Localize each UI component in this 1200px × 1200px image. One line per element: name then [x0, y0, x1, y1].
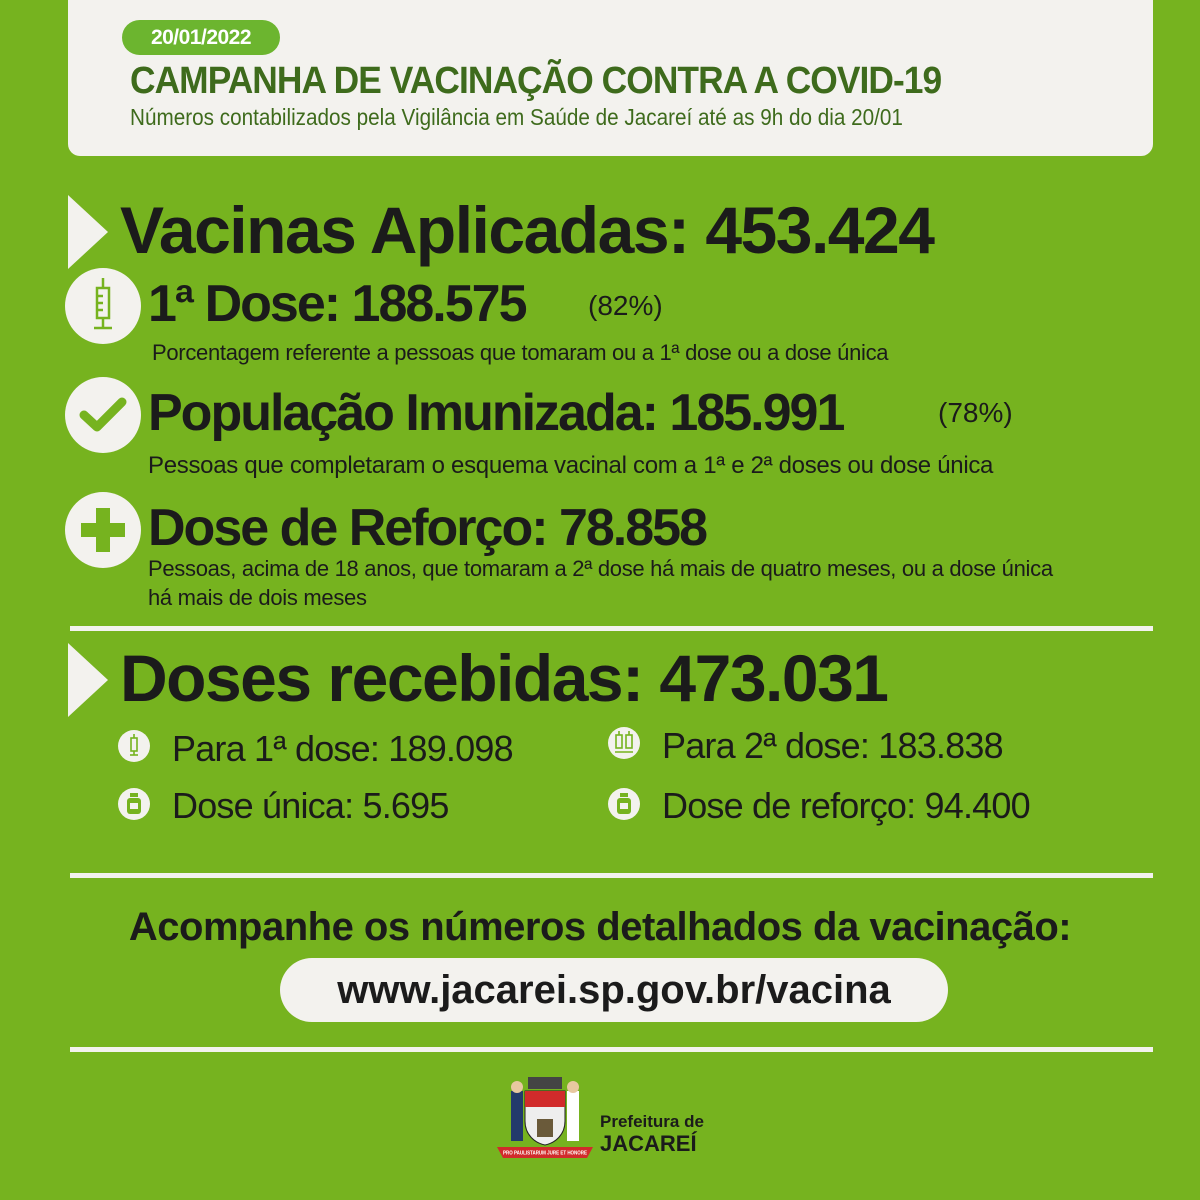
logo-line1: Prefeitura de [600, 1112, 704, 1131]
syringe-icon [118, 730, 150, 762]
page-subtitle: Números contabilizados pela Vigilância e… [130, 104, 903, 130]
logo-text: Prefeitura de JACAREÍ [600, 1112, 704, 1156]
city-crest-logo: PRO PAULISTARUM JURE ET HONORE [495, 1075, 595, 1165]
page-title: CAMPANHA DE VACINAÇÃO CONTRA A COVID-19 [130, 60, 942, 102]
vial-icon [118, 788, 150, 820]
cta-text: Acompanhe os números detalhados da vacin… [128, 905, 1072, 949]
vial-icon [608, 788, 640, 820]
first-dose-percent: (82%) [588, 290, 663, 321]
divider [70, 873, 1153, 878]
received-total: Doses recebidas: 473.031 [120, 641, 889, 715]
first-dose-note: Porcentagem referente a pessoas que toma… [152, 340, 889, 365]
two-syringes-icon [608, 727, 640, 759]
divider [70, 626, 1153, 631]
first-dose-total: 1ª Dose: 188.575 [148, 275, 527, 333]
arrow-right-icon [68, 643, 108, 717]
date-badge: 20/01/2022 [122, 20, 280, 55]
divider [70, 1047, 1153, 1052]
received-second-dose: Para 2ª dose: 183.838 [662, 725, 1004, 766]
applied-total: Vacinas Aplicadas: 453.424 [120, 193, 935, 267]
arrow-right-icon [68, 195, 108, 269]
immunized-note: Pessoas que completaram o esquema vacina… [148, 452, 994, 479]
crest-motto: PRO PAULISTARUM JURE ET HONORE [503, 1151, 587, 1157]
vaccine-url-link[interactable]: www.jacarei.sp.gov.br/vacina [280, 958, 948, 1022]
booster-note-line2: há mais de dois meses [148, 585, 367, 610]
logo-line2: JACAREÍ [600, 1130, 697, 1156]
immunized-total: População Imunizada: 185.991 [148, 384, 845, 442]
check-icon [65, 377, 141, 453]
syringe-icon [65, 268, 141, 344]
immunized-percent: (78%) [938, 397, 1013, 428]
booster-note-line1: Pessoas, acima de 18 anos, que tomaram a… [148, 556, 1053, 581]
booster-total: Dose de Reforço: 78.858 [148, 499, 708, 557]
received-single-dose: Dose única: 5.695 [172, 785, 449, 826]
received-first-dose: Para 1ª dose: 189.098 [172, 728, 514, 769]
received-booster: Dose de reforço: 94.400 [662, 785, 1031, 826]
plus-icon [65, 492, 141, 568]
